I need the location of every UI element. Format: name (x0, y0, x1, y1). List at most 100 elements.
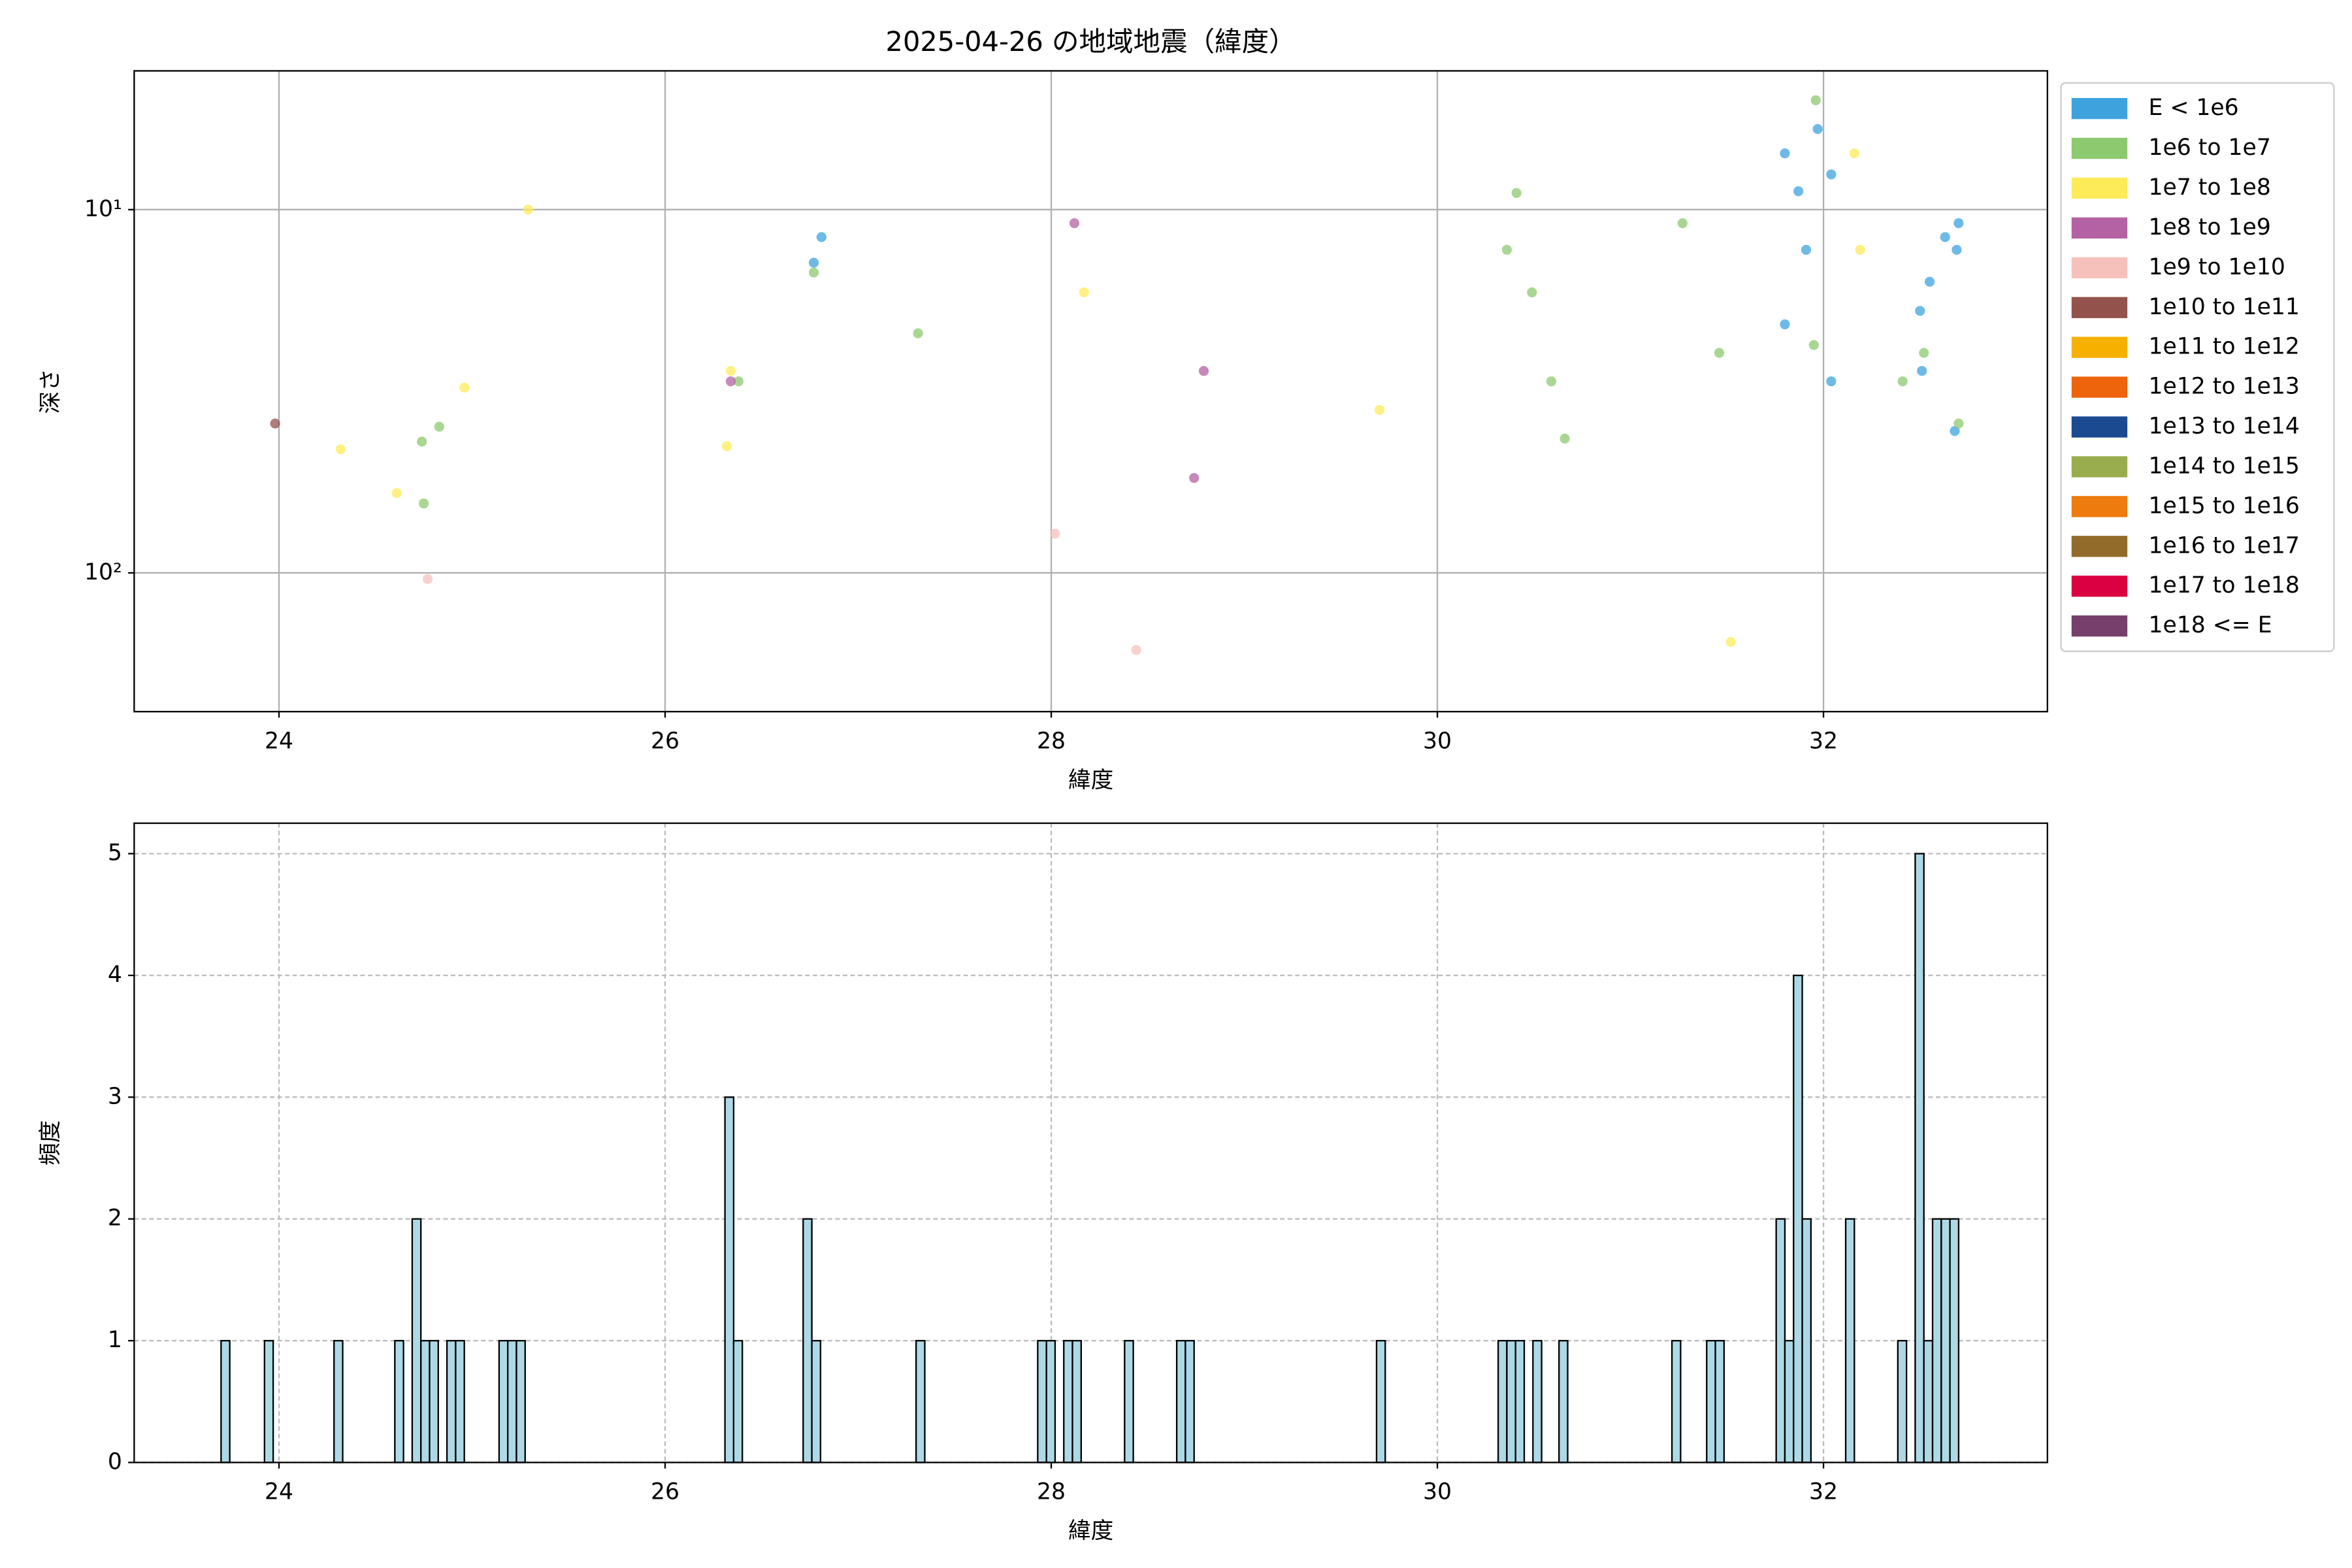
legend-swatch (2071, 217, 2128, 239)
scatter-point (1725, 637, 1736, 647)
scatter-point (1780, 319, 1790, 330)
histogram-bar (446, 1339, 457, 1463)
y-tick-label: 10¹ (84, 196, 122, 222)
scatter-point (1808, 340, 1819, 350)
histogram-bar (802, 1218, 813, 1463)
legend-label: 1e14 to 1e15 (2148, 453, 2299, 479)
x-tick-label: 30 (1423, 1479, 1452, 1505)
scatter-point (1189, 472, 1200, 483)
histogram-bar (1940, 1218, 1951, 1463)
scatter-point (1826, 169, 1837, 180)
scatter-point (270, 418, 280, 429)
histogram-bar (333, 1339, 344, 1463)
scatter-point (721, 441, 732, 451)
x-tick-label: 28 (1037, 1479, 1066, 1505)
histogram-bar (394, 1339, 404, 1463)
histogram-bar (420, 1339, 431, 1463)
histogram-bar (263, 1339, 274, 1463)
histogram-bar (1671, 1339, 1682, 1463)
x-tick-label: 32 (1809, 1479, 1838, 1505)
x-tick-label: 30 (1423, 728, 1452, 754)
scatter-point (913, 328, 923, 338)
scatter-point (1849, 148, 1859, 159)
histogram-bar (1375, 1339, 1386, 1463)
histogram-bar (811, 1339, 822, 1463)
histogram-bar (515, 1339, 526, 1463)
legend-label: 1e8 to 1e9 (2148, 214, 2270, 240)
scatter-point (1069, 218, 1080, 229)
histogram-bar (220, 1339, 231, 1463)
scatter-point (1560, 433, 1570, 444)
scatter-point (1919, 348, 1929, 358)
scatter-point (1079, 287, 1089, 298)
legend-label: 1e15 to 1e16 (2148, 493, 2299, 519)
histogram-bar (1793, 974, 1803, 1463)
scatter-point (335, 444, 346, 455)
y-tick-label: 5 (108, 840, 122, 866)
scatter-point (1714, 348, 1725, 358)
scatter-point (1940, 232, 1950, 242)
histogram-bar (1801, 1218, 1812, 1463)
histogram-bar (1175, 1339, 1186, 1463)
plot-frame (133, 70, 2048, 713)
legend-label: 1e9 to 1e10 (2148, 254, 2285, 280)
y-tick-label: 3 (108, 1083, 122, 1109)
legend-label: 1e7 to 1e8 (2148, 174, 2270, 201)
scatter-point (1546, 376, 1557, 387)
scatter-point (1950, 426, 1960, 436)
histogram-bar (1071, 1339, 1082, 1463)
histogram-bar (1184, 1339, 1195, 1463)
x-axis-label: 緯度 (1068, 767, 1113, 793)
scatter-point (1812, 123, 1823, 135)
legend-frame (2060, 82, 2335, 653)
histogram-bar (411, 1218, 422, 1463)
histogram-bar (1706, 1339, 1716, 1463)
legend-label: 1e16 to 1e17 (2148, 532, 2299, 559)
histogram-bar (1514, 1339, 1526, 1463)
scatter-point (816, 232, 827, 242)
legend-swatch (2071, 456, 2128, 478)
legend-label: 1e18 <= E (2148, 612, 2272, 638)
histogram-bar (1949, 1218, 1960, 1463)
scatter-point (1527, 287, 1537, 298)
histogram-bar (724, 1096, 735, 1463)
scatter-point (1793, 186, 1804, 197)
scatter-point (419, 498, 429, 509)
scatter-point (434, 421, 444, 432)
histogram-bar (1931, 1218, 1942, 1463)
scatter-point (808, 257, 819, 268)
histogram-bar (507, 1339, 517, 1463)
histogram-bar (1037, 1339, 1047, 1463)
scatter-point (523, 204, 533, 215)
histogram-bar (1914, 853, 1925, 1463)
histogram-bar (1506, 1339, 1516, 1463)
legend-label: 1e11 to 1e12 (2148, 334, 2299, 360)
scatter-point (391, 488, 402, 498)
y-tick-label: 4 (108, 962, 122, 988)
scatter-point (1826, 376, 1837, 387)
scatter-point (1801, 244, 1812, 255)
histogram-bar (498, 1339, 509, 1463)
legend-swatch (2071, 576, 2128, 597)
scatter-point (1952, 244, 1962, 255)
histogram-bar (1923, 1339, 1934, 1463)
histogram-bar (1497, 1339, 1508, 1463)
legend-label: 1e6 to 1e7 (2148, 135, 2270, 161)
x-tick-label: 24 (265, 728, 293, 754)
x-tick-label: 28 (1037, 728, 1066, 754)
legend-swatch (2071, 496, 2128, 517)
scatter-point (1917, 366, 1927, 376)
scatter-point (1897, 376, 1908, 387)
legend-label: 1e10 to 1e11 (2148, 294, 2299, 320)
x-tick-label: 32 (1809, 728, 1838, 754)
histogram-bar (915, 1339, 926, 1463)
histogram-bar (1775, 1218, 1786, 1463)
y-tick-label: 10² (84, 559, 122, 585)
y-axis-label: 頻度 (37, 1120, 63, 1166)
y-tick-label: 2 (108, 1205, 122, 1232)
legend-swatch (2071, 177, 2128, 199)
y-tick-label: 1 (108, 1327, 122, 1353)
legend-label: 1e17 to 1e18 (2148, 572, 2299, 598)
scatter-point (1050, 529, 1060, 539)
